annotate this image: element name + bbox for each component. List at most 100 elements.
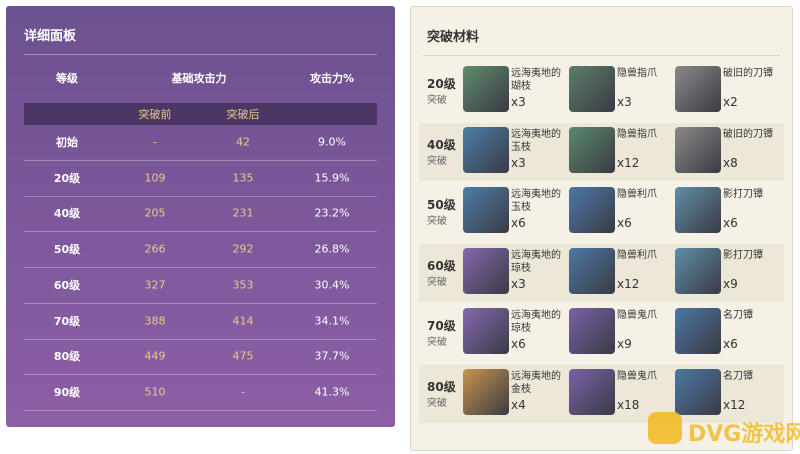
row-divider	[24, 267, 377, 269]
cell: 23.2%	[314, 206, 350, 220]
item-count: x2	[723, 95, 738, 109]
item-count: x3	[511, 95, 526, 109]
level-cell: 初始	[56, 136, 78, 149]
subheader: 突破前	[138, 108, 172, 121]
item-icon	[569, 126, 615, 173]
cell: 205	[144, 206, 166, 220]
level-label: 突破	[427, 276, 447, 288]
item-name: 远海夷地的琼枝	[511, 310, 561, 334]
cell: 30.4%	[314, 278, 350, 292]
item-name: 名刀镡	[723, 370, 753, 382]
item-icon	[569, 368, 615, 415]
panel-title: 详细面板	[24, 29, 77, 44]
item-icon	[463, 187, 509, 233]
level-cell: 40级	[53, 207, 81, 221]
level: 70级	[427, 319, 456, 333]
subheader: 突破后	[226, 108, 260, 121]
cell: 449	[144, 349, 166, 363]
row-divider	[24, 338, 377, 340]
row-divider	[24, 374, 377, 376]
item-count: x3	[511, 155, 526, 170]
header: 基础攻击力	[171, 72, 227, 85]
item-icon	[569, 247, 615, 294]
materials-panel: 突破材料 20级 突破 远海夷地的瑚枝 x3 隐兽指爪 x3 破旧的刀镡 x2 40级 突破 远海夷地…	[410, 6, 793, 451]
level: 50级	[427, 198, 456, 212]
watermark: DVG游戏网	[688, 422, 800, 447]
item-icon	[463, 126, 509, 173]
item-name: 影打刀镡	[723, 249, 763, 261]
item-name: 远海夷地的玉枝	[511, 189, 561, 213]
subheader-band	[24, 103, 377, 125]
divider	[24, 54, 377, 55]
row-divider	[24, 409, 377, 411]
item-name: 隐兽指爪	[617, 128, 657, 140]
item-count: x6	[723, 337, 738, 351]
cell: 42	[236, 135, 250, 149]
cell: 26.8%	[314, 242, 350, 256]
item-name: 破旧的刀镡	[723, 68, 773, 79]
cell: -	[153, 135, 157, 149]
item-count: x4	[511, 397, 526, 412]
item-count: x3	[511, 276, 526, 291]
item-name: 远海夷地的琼枝	[511, 249, 561, 274]
item-icon	[463, 247, 509, 294]
item-count: x12	[617, 155, 640, 170]
cell: 231	[232, 206, 254, 220]
stats-panel: 详细面板 等级 基础攻击力 攻击力% 突破前 突破后 初始 - 42 9.0% 20级 109 135 1…	[6, 6, 395, 427]
level-label: 突破	[427, 95, 447, 106]
cell: 353	[232, 278, 254, 292]
cell: 9.0%	[318, 135, 346, 149]
cell: 34.1%	[314, 314, 350, 327]
item-icon	[675, 126, 721, 173]
item-icon	[463, 308, 509, 354]
cell: 266	[144, 242, 166, 256]
cell: 135	[232, 171, 254, 185]
item-count: x6	[511, 337, 526, 351]
item-count: x6	[511, 216, 526, 230]
cell: 37.7%	[314, 349, 350, 363]
item-icon	[675, 308, 721, 354]
item-name: 名刀镡	[723, 310, 753, 321]
item-name: 隐兽利爪	[617, 189, 657, 200]
item-name: 远海夷地的玉枝	[511, 128, 561, 153]
level: 40级	[427, 137, 456, 152]
level-cell: 70级	[53, 314, 81, 328]
item-count: x6	[617, 216, 632, 230]
item-count: x3	[617, 95, 632, 109]
level-cell: 60级	[53, 278, 81, 292]
level: 60级	[427, 258, 456, 273]
item-name: 隐兽指爪	[617, 68, 657, 79]
item-icon	[675, 187, 721, 233]
cell: -	[241, 385, 245, 399]
cell: 327	[144, 278, 166, 292]
item-icon	[569, 66, 615, 112]
item-name: 远海夷地的瑚枝	[511, 68, 561, 92]
row-divider	[24, 231, 377, 233]
item-icon	[675, 368, 721, 415]
item-name: 远海夷地的金枝	[511, 370, 561, 395]
item-name: 影打刀镡	[723, 189, 763, 200]
cell: 388	[144, 314, 166, 327]
level: 80级	[427, 379, 456, 394]
cell: 292	[232, 242, 254, 256]
level-label: 突破	[427, 397, 447, 409]
divider	[423, 55, 780, 56]
item-count: x8	[723, 155, 738, 170]
cell: 109	[144, 171, 166, 185]
row-divider	[24, 160, 377, 161]
item-name: 破旧的刀镡	[723, 128, 773, 140]
cell: 475	[232, 349, 254, 363]
item-name: 隐兽利爪	[617, 249, 657, 261]
item-icon	[463, 66, 509, 112]
item-count: x9	[723, 276, 738, 291]
item-name: 隐兽鬼爪	[617, 370, 657, 382]
level-label: 突破	[427, 155, 447, 167]
level-cell: 50级	[53, 243, 81, 257]
level-cell: 20级	[53, 171, 81, 185]
item-icon	[675, 247, 721, 294]
cell: 41.3%	[314, 385, 350, 399]
row-divider	[24, 302, 377, 304]
item-name: 隐兽鬼爪	[617, 310, 657, 321]
level-cell: 80级	[53, 350, 81, 364]
level-label: 突破	[427, 216, 447, 227]
